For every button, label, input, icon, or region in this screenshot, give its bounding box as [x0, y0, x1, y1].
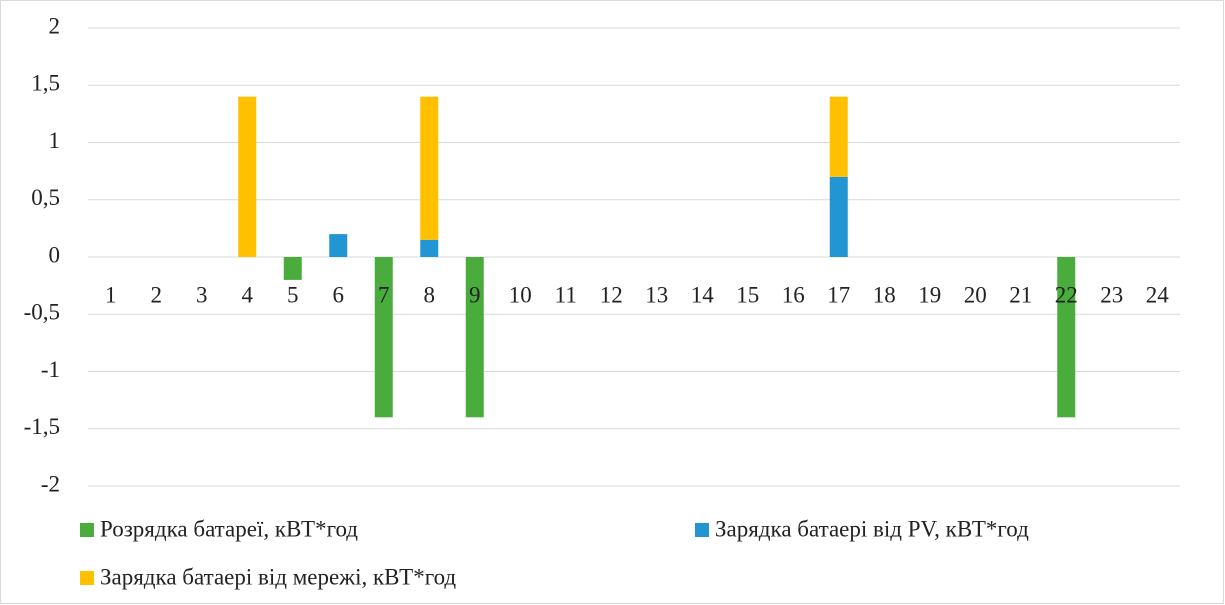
y-tick-label: -2 [41, 471, 60, 496]
x-tick-label: 11 [555, 282, 577, 307]
x-tick-label: 9 [469, 282, 481, 307]
x-tick-label: 13 [645, 282, 668, 307]
x-tick-label: 23 [1100, 282, 1123, 307]
x-tick-label: 16 [782, 282, 805, 307]
y-tick-label: 2 [49, 13, 61, 38]
x-tick-label: 14 [691, 282, 715, 307]
bar [1057, 257, 1076, 418]
bar [238, 96, 257, 257]
legend-swatch [695, 523, 709, 537]
x-tick-label: 10 [509, 282, 532, 307]
bar [329, 234, 348, 257]
x-tick-label: 17 [827, 282, 850, 307]
y-tick-label: -0,5 [24, 300, 60, 325]
x-tick-label: 20 [964, 282, 987, 307]
legend-label: Зарядка батаері від мережі, кВТ*год [100, 564, 456, 589]
y-tick-label: 0,5 [31, 185, 60, 210]
x-tick-label: 1 [105, 282, 117, 307]
legend-swatch [80, 523, 94, 537]
x-tick-label: 19 [918, 282, 941, 307]
bar [374, 257, 393, 418]
x-tick-label: 22 [1055, 282, 1078, 307]
bar [465, 257, 484, 418]
y-tick-label: -1 [41, 357, 60, 382]
x-tick-label: 8 [424, 282, 436, 307]
y-tick-label: 0 [49, 242, 61, 267]
x-tick-label: 4 [242, 282, 254, 307]
x-tick-label: 2 [151, 282, 163, 307]
legend-label: Розрядка батареї, кВТ*год [100, 516, 358, 541]
bar [829, 96, 848, 177]
x-tick-label: 24 [1146, 282, 1170, 307]
x-tick-label: 5 [287, 282, 299, 307]
x-tick-label: 7 [378, 282, 390, 307]
x-tick-label: 21 [1009, 282, 1032, 307]
x-tick-label: 18 [873, 282, 896, 307]
x-tick-label: 3 [196, 282, 208, 307]
legend-label: Зарядка батаері від PV, кВТ*год [715, 516, 1029, 541]
x-tick-label: 6 [333, 282, 345, 307]
y-tick-label: 1,5 [31, 71, 60, 96]
x-tick-label: 12 [600, 282, 623, 307]
legend-swatch [80, 571, 94, 585]
y-tick-label: 1 [49, 128, 61, 153]
x-tick-label: 15 [736, 282, 759, 307]
bar [283, 257, 302, 280]
bar [420, 96, 439, 240]
bar [829, 176, 848, 257]
y-tick-label: -1,5 [24, 414, 60, 439]
bar [420, 239, 439, 257]
